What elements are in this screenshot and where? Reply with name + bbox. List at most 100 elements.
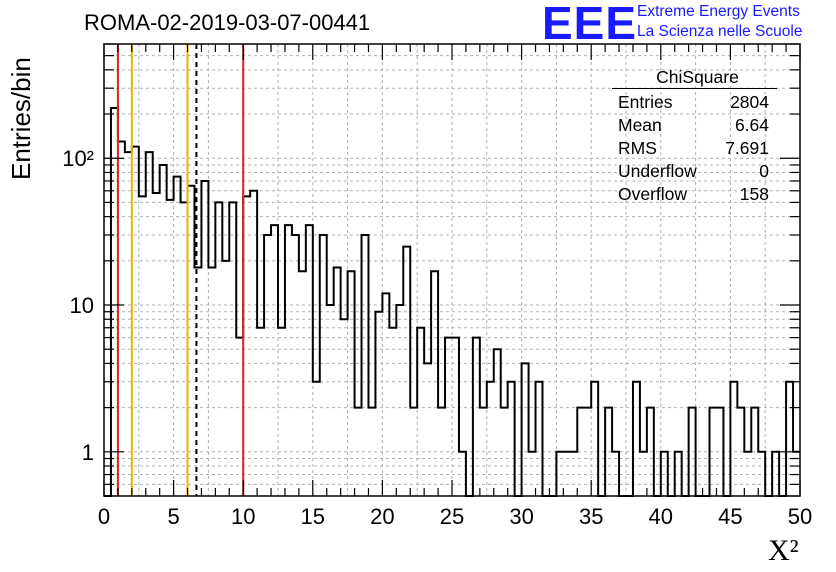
histogram-bin (118, 142, 125, 496)
logo-line-2: La Scienza nelle Scuole (637, 23, 803, 40)
histogram-bin (368, 408, 375, 496)
histogram-bin (160, 165, 167, 496)
histogram-bin (508, 382, 515, 496)
x-axis-label: X² (768, 534, 799, 567)
x-tick-label: 25 (440, 504, 464, 529)
histogram-bin (675, 452, 682, 496)
histogram-bin (334, 268, 341, 496)
histogram-bin (612, 452, 619, 496)
histogram-bin (744, 452, 751, 496)
histogram-bin (424, 363, 431, 496)
histogram-bin (445, 338, 452, 496)
y-tick-label: 10² (62, 146, 94, 171)
histogram-bin (146, 152, 153, 496)
histogram-bin (139, 196, 146, 496)
histogram-bin (341, 319, 348, 496)
logo-line-1: Extreme Energy Events (637, 3, 800, 20)
stats-row-mean: Mean 6.64 (612, 114, 777, 137)
x-tick-label: 45 (718, 504, 742, 529)
stats-row-overflow: Overflow 158 (612, 183, 777, 206)
histogram-bin (320, 235, 327, 496)
histogram-bin (522, 363, 529, 496)
histogram-bin (285, 225, 292, 496)
stats-label: Entries (618, 92, 673, 112)
histogram-bin (153, 193, 160, 496)
histogram-bin (640, 452, 647, 496)
histogram-bin (501, 408, 508, 496)
histogram-bin (375, 312, 382, 496)
histogram-bin (591, 382, 598, 496)
histogram-bin (292, 235, 299, 496)
histogram-bin (208, 268, 215, 496)
histogram-bin (222, 261, 229, 496)
histogram-bin (751, 408, 758, 496)
histogram-bin (125, 152, 132, 496)
histogram-bin (473, 338, 480, 496)
stats-label: RMS (618, 138, 657, 158)
stats-label: Mean (618, 115, 662, 135)
histogram-bin (174, 177, 181, 496)
histogram-bin (396, 305, 403, 496)
histogram-bin (362, 235, 369, 496)
histogram-bin (570, 452, 577, 496)
histogram-bin (299, 271, 306, 496)
histogram-bin (772, 452, 779, 496)
grid-layer (104, 44, 800, 496)
histogram-bin (730, 382, 737, 496)
histogram-bin (710, 408, 717, 496)
histogram-layer (104, 106, 800, 497)
histogram-bin (236, 338, 243, 496)
histogram-bin (786, 382, 793, 496)
histogram-bin (355, 408, 362, 496)
histogram-bin (494, 349, 501, 496)
histogram-outline (104, 106, 800, 497)
histogram-bin (716, 408, 723, 496)
histogram-bin (382, 293, 389, 496)
x-tick-label: 20 (370, 504, 394, 529)
histogram-bin (452, 338, 459, 496)
stats-value: 0 (759, 161, 769, 181)
histogram-bin (257, 328, 264, 496)
histogram-bin (438, 408, 445, 496)
histogram-bin (417, 328, 424, 496)
x-tick-label: 5 (167, 504, 179, 529)
histogram-bin (250, 191, 257, 496)
histogram-bin (271, 225, 278, 496)
histogram-bin (327, 305, 334, 496)
y-tick-label: 10 (70, 293, 94, 318)
stats-row-underflow: Underflow 0 (612, 160, 777, 183)
histogram-bin (167, 200, 174, 496)
histogram-bin (487, 382, 494, 496)
vertical-lines-layer (116, 44, 245, 496)
histogram-bin (264, 235, 271, 496)
histogram-bin (661, 452, 668, 496)
y-axis-label: Entries/bin (6, 57, 36, 180)
histogram-bin (633, 382, 640, 496)
histogram-bin (647, 408, 654, 496)
eee-logo: EEE (542, 0, 638, 49)
histogram-bin (529, 452, 536, 496)
histogram-bin (536, 382, 543, 496)
stats-value: 158 (739, 184, 769, 204)
stats-box: ChiSquare Entries 2804 Mean 6.64 RMS 7.6… (612, 66, 777, 206)
stats-row-entries: Entries 2804 (612, 91, 777, 114)
histogram-bin (348, 271, 355, 496)
histogram-bin (459, 452, 466, 496)
histogram-bin (306, 225, 313, 496)
histogram-bin (480, 408, 487, 496)
histogram-bin (389, 328, 396, 496)
histogram-bin (403, 247, 410, 496)
ticks-layer (103, 43, 801, 497)
x-tick-label: 40 (649, 504, 673, 529)
histogram-bin (243, 196, 250, 496)
histogram-bin (689, 408, 696, 496)
histogram-bin (556, 452, 563, 496)
stats-value: 6.64 (734, 115, 769, 135)
histogram-bin (584, 408, 591, 496)
stats-title: ChiSquare (612, 66, 777, 89)
chart-title: ROMA-02-2019-03-07-00441 (84, 10, 371, 35)
histogram-bin (410, 408, 417, 496)
histogram-bin (605, 408, 612, 496)
